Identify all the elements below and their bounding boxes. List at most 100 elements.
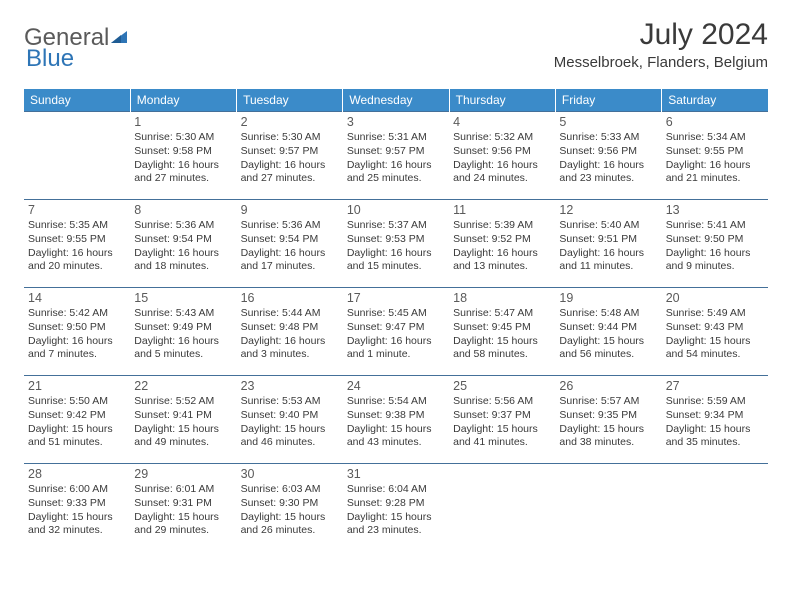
daylight-text: Daylight: 15 hours and 41 minutes. [453, 423, 551, 450]
sunset-text: Sunset: 9:40 PM [241, 409, 339, 423]
sunrise-text: Sunrise: 5:30 AM [134, 131, 232, 145]
calendar-cell [449, 464, 555, 552]
calendar-week-row: 1Sunrise: 5:30 AMSunset: 9:58 PMDaylight… [24, 112, 768, 200]
daylight-text: Daylight: 16 hours and 11 minutes. [559, 247, 657, 274]
daylight-text: Daylight: 16 hours and 21 minutes. [666, 159, 764, 186]
sunset-text: Sunset: 9:35 PM [559, 409, 657, 423]
sunset-text: Sunset: 9:28 PM [347, 497, 445, 511]
sunset-text: Sunset: 9:49 PM [134, 321, 232, 335]
sunset-text: Sunset: 9:34 PM [666, 409, 764, 423]
calendar-cell: 5Sunrise: 5:33 AMSunset: 9:56 PMDaylight… [555, 112, 661, 200]
sunrise-text: Sunrise: 5:42 AM [28, 307, 126, 321]
daylight-text: Daylight: 16 hours and 1 minute. [347, 335, 445, 362]
calendar-cell: 1Sunrise: 5:30 AMSunset: 9:58 PMDaylight… [130, 112, 236, 200]
sunset-text: Sunset: 9:50 PM [28, 321, 126, 335]
daylight-text: Daylight: 15 hours and 51 minutes. [28, 423, 126, 450]
calendar-cell: 2Sunrise: 5:30 AMSunset: 9:57 PMDaylight… [237, 112, 343, 200]
sunset-text: Sunset: 9:30 PM [241, 497, 339, 511]
day-number: 26 [559, 378, 657, 394]
sunrise-text: Sunrise: 5:31 AM [347, 131, 445, 145]
calendar-table: Sunday Monday Tuesday Wednesday Thursday… [24, 89, 768, 552]
calendar-cell: 15Sunrise: 5:43 AMSunset: 9:49 PMDayligh… [130, 288, 236, 376]
daylight-text: Daylight: 15 hours and 32 minutes. [28, 511, 126, 538]
sunrise-text: Sunrise: 5:49 AM [666, 307, 764, 321]
sunrise-text: Sunrise: 5:35 AM [28, 219, 126, 233]
calendar-cell: 25Sunrise: 5:56 AMSunset: 9:37 PMDayligh… [449, 376, 555, 464]
daylight-text: Daylight: 15 hours and 35 minutes. [666, 423, 764, 450]
daylight-text: Daylight: 16 hours and 3 minutes. [241, 335, 339, 362]
calendar-week-row: 7Sunrise: 5:35 AMSunset: 9:55 PMDaylight… [24, 200, 768, 288]
day-number: 15 [134, 290, 232, 306]
daylight-text: Daylight: 15 hours and 54 minutes. [666, 335, 764, 362]
sunrise-text: Sunrise: 5:53 AM [241, 395, 339, 409]
calendar-cell: 4Sunrise: 5:32 AMSunset: 9:56 PMDaylight… [449, 112, 555, 200]
sunrise-text: Sunrise: 6:00 AM [28, 483, 126, 497]
sunrise-text: Sunrise: 5:41 AM [666, 219, 764, 233]
sunrise-text: Sunrise: 5:56 AM [453, 395, 551, 409]
day-number: 11 [453, 202, 551, 218]
daylight-text: Daylight: 16 hours and 7 minutes. [28, 335, 126, 362]
calendar-cell: 11Sunrise: 5:39 AMSunset: 9:52 PMDayligh… [449, 200, 555, 288]
daylight-text: Daylight: 15 hours and 29 minutes. [134, 511, 232, 538]
daylight-text: Daylight: 15 hours and 49 minutes. [134, 423, 232, 450]
daylight-text: Daylight: 15 hours and 46 minutes. [241, 423, 339, 450]
logo-part2: Blue [26, 45, 74, 73]
calendar-cell: 31Sunrise: 6:04 AMSunset: 9:28 PMDayligh… [343, 464, 449, 552]
day-number: 19 [559, 290, 657, 306]
sunrise-text: Sunrise: 5:36 AM [241, 219, 339, 233]
daylight-text: Daylight: 15 hours and 43 minutes. [347, 423, 445, 450]
daylight-text: Daylight: 16 hours and 23 minutes. [559, 159, 657, 186]
sunset-text: Sunset: 9:56 PM [453, 145, 551, 159]
sunrise-text: Sunrise: 6:04 AM [347, 483, 445, 497]
sunset-text: Sunset: 9:44 PM [559, 321, 657, 335]
calendar-cell: 26Sunrise: 5:57 AMSunset: 9:35 PMDayligh… [555, 376, 661, 464]
day-number: 9 [241, 202, 339, 218]
sunrise-text: Sunrise: 5:37 AM [347, 219, 445, 233]
calendar-cell: 27Sunrise: 5:59 AMSunset: 9:34 PMDayligh… [662, 376, 768, 464]
sunrise-text: Sunrise: 5:48 AM [559, 307, 657, 321]
calendar-cell: 29Sunrise: 6:01 AMSunset: 9:31 PMDayligh… [130, 464, 236, 552]
day-number: 10 [347, 202, 445, 218]
day-number: 1 [134, 114, 232, 130]
day-header: Sunday [24, 89, 130, 112]
calendar-cell [24, 112, 130, 200]
sunset-text: Sunset: 9:55 PM [28, 233, 126, 247]
sunrise-text: Sunrise: 5:54 AM [347, 395, 445, 409]
sunrise-text: Sunrise: 5:45 AM [347, 307, 445, 321]
day-number: 4 [453, 114, 551, 130]
logo-triangle-icon [111, 24, 129, 52]
day-number: 31 [347, 466, 445, 482]
day-number: 12 [559, 202, 657, 218]
calendar-cell: 3Sunrise: 5:31 AMSunset: 9:57 PMDaylight… [343, 112, 449, 200]
sunset-text: Sunset: 9:53 PM [347, 233, 445, 247]
calendar-cell: 16Sunrise: 5:44 AMSunset: 9:48 PMDayligh… [237, 288, 343, 376]
calendar-cell: 7Sunrise: 5:35 AMSunset: 9:55 PMDaylight… [24, 200, 130, 288]
sunset-text: Sunset: 9:56 PM [559, 145, 657, 159]
day-number: 14 [28, 290, 126, 306]
daylight-text: Daylight: 15 hours and 26 minutes. [241, 511, 339, 538]
calendar-cell: 13Sunrise: 5:41 AMSunset: 9:50 PMDayligh… [662, 200, 768, 288]
daylight-text: Daylight: 16 hours and 5 minutes. [134, 335, 232, 362]
month-title: July 2024 [554, 18, 768, 52]
calendar-cell: 14Sunrise: 5:42 AMSunset: 9:50 PMDayligh… [24, 288, 130, 376]
calendar-cell: 17Sunrise: 5:45 AMSunset: 9:47 PMDayligh… [343, 288, 449, 376]
calendar-week-row: 21Sunrise: 5:50 AMSunset: 9:42 PMDayligh… [24, 376, 768, 464]
sunrise-text: Sunrise: 6:01 AM [134, 483, 232, 497]
day-number: 5 [559, 114, 657, 130]
calendar-cell: 6Sunrise: 5:34 AMSunset: 9:55 PMDaylight… [662, 112, 768, 200]
sunset-text: Sunset: 9:33 PM [28, 497, 126, 511]
sunrise-text: Sunrise: 6:03 AM [241, 483, 339, 497]
day-header: Saturday [662, 89, 768, 112]
calendar-cell: 18Sunrise: 5:47 AMSunset: 9:45 PMDayligh… [449, 288, 555, 376]
sunset-text: Sunset: 9:54 PM [134, 233, 232, 247]
calendar-cell: 20Sunrise: 5:49 AMSunset: 9:43 PMDayligh… [662, 288, 768, 376]
day-number: 25 [453, 378, 551, 394]
daylight-text: Daylight: 16 hours and 20 minutes. [28, 247, 126, 274]
sunrise-text: Sunrise: 5:57 AM [559, 395, 657, 409]
sunset-text: Sunset: 9:51 PM [559, 233, 657, 247]
sunset-text: Sunset: 9:58 PM [134, 145, 232, 159]
daylight-text: Daylight: 16 hours and 27 minutes. [134, 159, 232, 186]
day-number: 20 [666, 290, 764, 306]
sunrise-text: Sunrise: 5:36 AM [134, 219, 232, 233]
sunset-text: Sunset: 9:55 PM [666, 145, 764, 159]
